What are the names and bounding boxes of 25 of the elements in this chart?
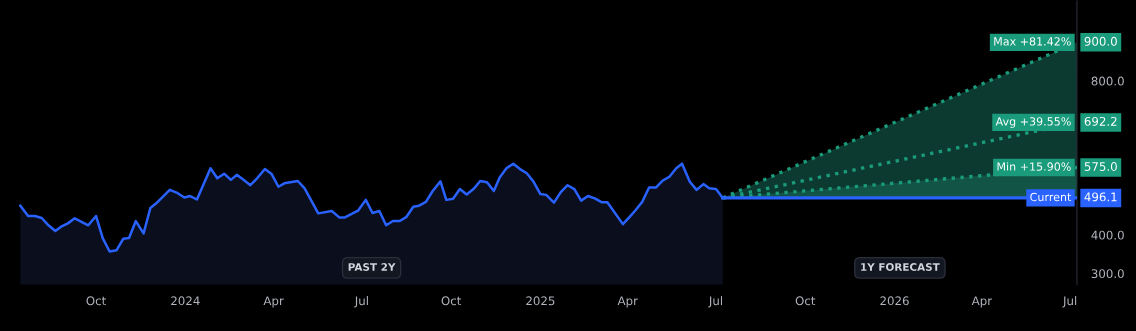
data-label: 900.0 xyxy=(1084,36,1117,46)
annotation: 1Y FORECAST xyxy=(861,263,940,271)
x-tick-label: Apr xyxy=(971,296,993,308)
y-tick-label: 400.0 xyxy=(1091,230,1124,240)
x-tick-label: 2026 xyxy=(880,296,909,306)
legend-label: Min +15.90% xyxy=(997,162,1071,171)
data-label: 575.0 xyxy=(1084,162,1117,171)
x-tick-label: Apr xyxy=(263,296,284,308)
y-tick-label: 300.0 xyxy=(1091,269,1124,279)
legend-label: Current xyxy=(1030,192,1072,202)
legend-label: Max +81.42% xyxy=(994,37,1071,46)
y-tick-label: 800.0 xyxy=(1091,76,1124,86)
x-tick-label: Apr xyxy=(617,296,638,308)
x-tick-label: Oct xyxy=(795,296,816,306)
legend-label: Avg +39.55% xyxy=(995,117,1071,128)
data-label: 496.1 xyxy=(1084,192,1117,202)
x-tick-label: 2024 xyxy=(171,296,200,306)
annotation: PAST 2Y xyxy=(348,263,396,271)
data-label: 692.2 xyxy=(1084,116,1117,126)
x-tick-label: Jul xyxy=(708,296,723,308)
x-tick-label: Jul xyxy=(1062,296,1077,308)
x-tick-label: Jul xyxy=(354,296,368,308)
x-tick-label: Oct xyxy=(441,296,462,306)
x-tick-label: 2025 xyxy=(526,296,555,306)
x-tick-label: Oct xyxy=(86,296,106,306)
